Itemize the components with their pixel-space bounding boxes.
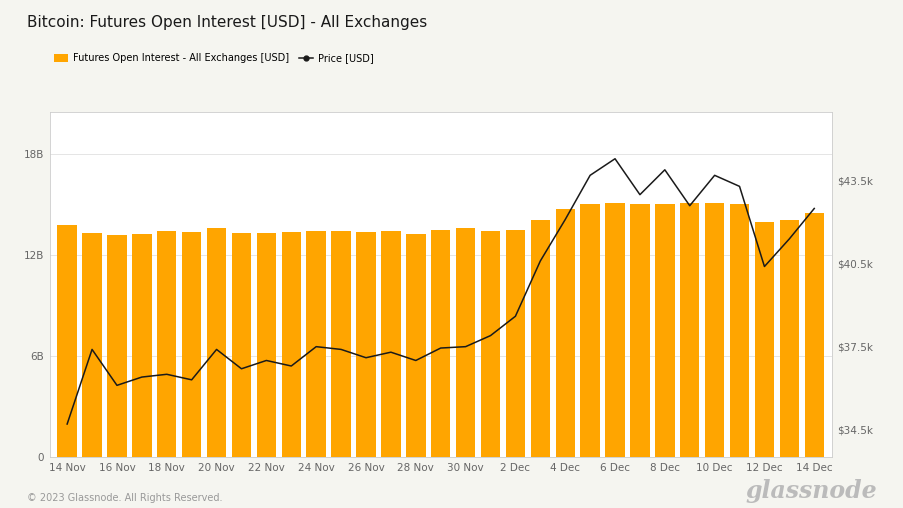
Bar xyxy=(480,232,499,457)
Bar xyxy=(356,232,376,457)
Bar xyxy=(207,228,226,457)
Bar xyxy=(655,204,674,457)
Bar xyxy=(505,230,525,457)
Bar xyxy=(431,230,450,457)
Bar xyxy=(58,225,77,457)
Bar xyxy=(679,203,699,457)
Bar xyxy=(754,222,773,457)
Bar xyxy=(281,232,301,457)
Bar xyxy=(231,233,251,457)
Bar xyxy=(331,232,350,457)
Bar xyxy=(605,203,624,457)
Bar xyxy=(778,219,798,457)
Text: Bitcoin: Futures Open Interest [USD] - All Exchanges: Bitcoin: Futures Open Interest [USD] - A… xyxy=(27,15,427,30)
Bar xyxy=(157,232,176,457)
Bar xyxy=(182,232,201,457)
Bar xyxy=(580,204,600,457)
Bar xyxy=(381,232,400,457)
Legend: Futures Open Interest - All Exchanges [USD], Price [USD]: Futures Open Interest - All Exchanges [U… xyxy=(50,50,377,68)
Bar xyxy=(804,213,823,457)
Bar xyxy=(306,232,326,457)
Bar xyxy=(455,228,475,457)
Bar xyxy=(82,233,102,457)
Bar xyxy=(704,203,723,457)
Bar xyxy=(629,204,649,457)
Bar xyxy=(554,209,574,457)
Bar xyxy=(729,204,749,457)
Text: glassnode: glassnode xyxy=(744,479,876,503)
Bar xyxy=(132,234,152,457)
Bar xyxy=(256,233,275,457)
Bar xyxy=(405,234,425,457)
Bar xyxy=(107,235,126,457)
Text: © 2023 Glassnode. All Rights Reserved.: © 2023 Glassnode. All Rights Reserved. xyxy=(27,493,222,503)
Bar xyxy=(530,219,549,457)
